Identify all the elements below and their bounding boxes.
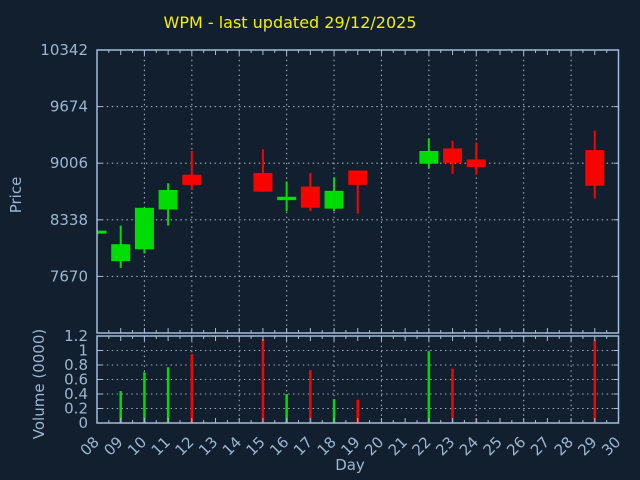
day-tick-label: 30 [598, 433, 624, 459]
day-tick-label: 22 [408, 433, 434, 459]
candle-day-24 [466, 142, 486, 175]
day-tick-label: 16 [266, 433, 292, 459]
volume-tick-label: 0.8 [64, 356, 88, 374]
candle-day-12 [182, 150, 202, 190]
volume-bar-day-18 [332, 399, 336, 423]
day-tick-label: 28 [551, 433, 577, 459]
candle-day-15-body [253, 173, 273, 192]
price-tick-label: 7670 [50, 267, 88, 285]
day-tick-label: 25 [480, 433, 506, 459]
candles-group [97, 130, 605, 268]
candle-day-18 [324, 177, 344, 212]
candle-day-17 [300, 173, 320, 212]
day-tick-label: 20 [361, 433, 387, 459]
candle-day-10 [134, 207, 154, 254]
day-tick-label: 12 [171, 433, 197, 459]
candle-day-11 [158, 183, 178, 226]
candle-day-16-body [277, 196, 297, 201]
candle-day-09 [111, 225, 131, 268]
volume-bar-day-17 [309, 370, 312, 423]
volume-bars-group [119, 338, 597, 423]
volume-bar-day-15 [261, 338, 265, 423]
candle-day-19-body [348, 170, 368, 185]
volume-tick-label: 1 [78, 342, 88, 360]
volume-bar-day-19 [356, 399, 359, 423]
day-tick-label: 11 [148, 433, 174, 459]
price-tick-label: 9674 [50, 98, 88, 116]
volume-bar-day-10 [143, 372, 146, 423]
candle-day-24-body [466, 159, 486, 168]
volume-tick-label: 0.2 [64, 400, 88, 418]
volume-tick-label: 0.4 [64, 385, 88, 403]
volume-bar-day-11 [166, 367, 170, 423]
day-tick-label: 24 [456, 433, 482, 459]
candle-day-19 [348, 170, 368, 214]
candle-day-18-body [324, 190, 344, 209]
day-tick-label: 17 [290, 433, 316, 459]
day-tick-label: 14 [219, 433, 245, 459]
volume-bar-day-23 [451, 368, 454, 423]
candle-day-11-body [158, 189, 178, 210]
volume-tick-label: 0.6 [64, 371, 88, 389]
candle-day-09-body [111, 244, 131, 262]
price-tick-label: 8338 [50, 211, 88, 229]
candle-day-17-body [300, 186, 320, 208]
chart-title: WPM - last updated 29/12/2025 [163, 13, 417, 32]
ticks-group [96, 49, 619, 424]
volume-bar-day-09 [119, 391, 122, 423]
candle-day-29 [585, 130, 605, 199]
candle-day-10-body [134, 207, 154, 250]
day-tick-label: 29 [574, 433, 600, 459]
day-tick-label: 15 [243, 433, 269, 459]
volume-bar-day-22 [427, 351, 431, 423]
candle-day-08-body [97, 230, 107, 234]
candle-day-15 [253, 149, 273, 192]
day-tick-label: 26 [503, 433, 529, 459]
day-tick-label: 19 [337, 433, 363, 459]
day-tick-label: 21 [385, 433, 411, 459]
day-tick-label: 13 [195, 433, 221, 459]
day-tick-label: 18 [314, 433, 340, 459]
candle-day-22 [419, 138, 439, 168]
price-tick-label: 10342 [40, 41, 88, 59]
candle-day-12-body [182, 174, 202, 185]
volume-bar-day-29 [593, 339, 597, 423]
price-tick-label: 9006 [50, 154, 88, 172]
day-tick-label: 23 [432, 433, 458, 459]
day-tick-label: 09 [100, 433, 126, 459]
day-tick-label: 10 [124, 433, 150, 459]
volume-tick-label: 1.2 [64, 327, 88, 345]
candle-day-08 [97, 230, 107, 234]
candle-day-23 [443, 140, 463, 174]
candle-day-22-body [419, 150, 439, 164]
candle-day-23-body [443, 148, 463, 163]
volume-bar-day-12 [190, 354, 194, 423]
candle-day-29-body [585, 150, 605, 186]
volume-bar-day-16 [285, 394, 288, 423]
candle-day-16 [277, 181, 297, 212]
volume-tick-label: 0 [78, 414, 88, 432]
day-axis-label: Day [335, 456, 365, 474]
day-tick-label: 27 [527, 433, 553, 459]
day-tick-label: 08 [77, 433, 103, 459]
